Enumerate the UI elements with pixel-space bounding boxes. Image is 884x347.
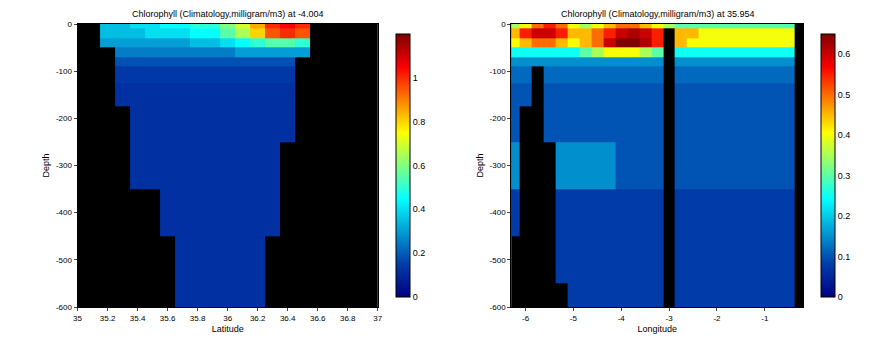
- svg-text:-600: -600: [490, 303, 507, 312]
- svg-text:-1: -1: [761, 314, 769, 323]
- svg-text:0.4: 0.4: [838, 130, 851, 140]
- svg-text:0.6: 0.6: [413, 161, 426, 171]
- svg-text:0.2: 0.2: [838, 211, 851, 221]
- svg-text:36.2: 36.2: [250, 314, 266, 323]
- svg-text:0.6: 0.6: [838, 49, 851, 59]
- svg-text:0.8: 0.8: [413, 117, 426, 127]
- svg-text:35.2: 35.2: [100, 314, 116, 323]
- svg-text:-400: -400: [490, 208, 507, 217]
- svg-text:37: 37: [373, 314, 382, 323]
- svg-text:0.2: 0.2: [413, 248, 426, 258]
- svg-text:-500: -500: [56, 256, 73, 265]
- svg-text:36.8: 36.8: [340, 314, 356, 323]
- svg-text:36.4: 36.4: [280, 314, 296, 323]
- svg-text:35.4: 35.4: [130, 314, 146, 323]
- svg-text:1: 1: [413, 73, 418, 83]
- svg-text:35: 35: [73, 314, 82, 323]
- svg-text:Longitude: Longitude: [637, 324, 677, 334]
- svg-text:36.6: 36.6: [310, 314, 326, 323]
- svg-text:35.8: 35.8: [190, 314, 206, 323]
- svg-text:-300: -300: [56, 161, 73, 170]
- svg-text:-5: -5: [570, 314, 578, 323]
- svg-text:-100: -100: [56, 67, 73, 76]
- svg-text:-400: -400: [56, 208, 73, 217]
- svg-text:-4: -4: [618, 314, 626, 323]
- svg-text:0.4: 0.4: [413, 204, 426, 214]
- svg-text:0: 0: [67, 20, 72, 29]
- svg-text:-2: -2: [713, 314, 721, 323]
- svg-text:-300: -300: [490, 161, 507, 170]
- svg-text:-200: -200: [490, 114, 507, 123]
- svg-text:35.6: 35.6: [160, 314, 176, 323]
- svg-text:-3: -3: [666, 314, 674, 323]
- svg-text:Depth: Depth: [475, 153, 485, 177]
- svg-text:Chlorophyll (Climatology,milli: Chlorophyll (Climatology,milligram/m3) a…: [561, 9, 754, 19]
- svg-text:-200: -200: [56, 114, 73, 123]
- svg-text:0: 0: [501, 20, 506, 29]
- svg-text:0: 0: [838, 292, 843, 302]
- svg-text:0.5: 0.5: [838, 90, 851, 100]
- svg-text:-6: -6: [522, 314, 530, 323]
- svg-text:Chlorophyll (Climatology,milli: Chlorophyll (Climatology,milligram/m3) a…: [132, 9, 323, 19]
- svg-text:36: 36: [223, 314, 232, 323]
- svg-text:-500: -500: [490, 256, 507, 265]
- svg-text:0: 0: [413, 292, 418, 302]
- svg-text:-100: -100: [490, 67, 507, 76]
- svg-text:Latitude: Latitude: [212, 324, 244, 334]
- svg-text:0.3: 0.3: [838, 171, 851, 181]
- svg-text:0.1: 0.1: [838, 252, 851, 262]
- svg-text:-600: -600: [56, 303, 73, 312]
- svg-text:Depth: Depth: [41, 153, 51, 177]
